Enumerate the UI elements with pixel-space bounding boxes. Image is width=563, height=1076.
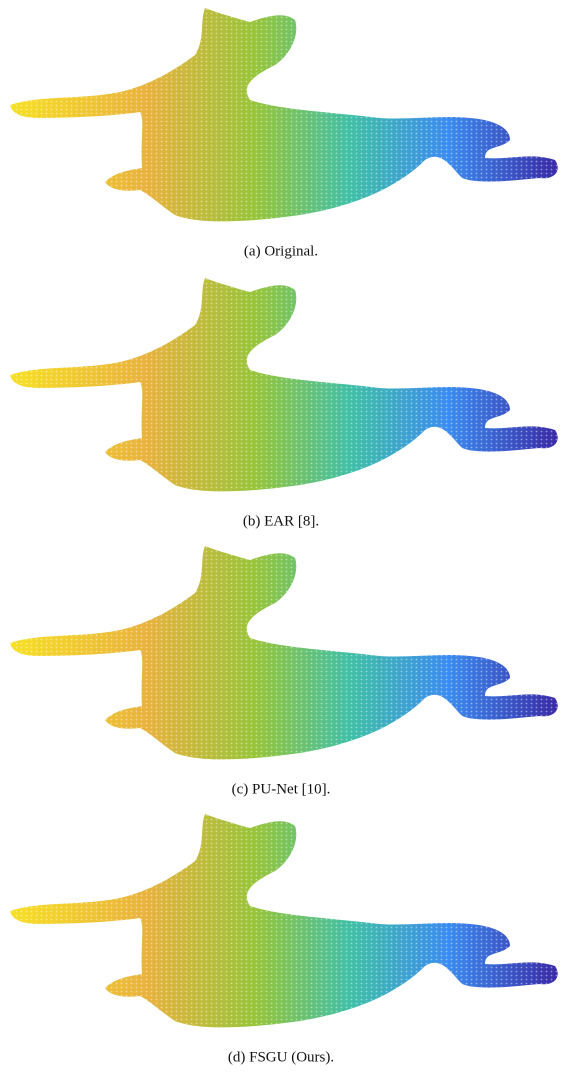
caption: (b) EAR [8]. (243, 513, 319, 529)
caption: (d) FSGU (Ours). (228, 1049, 334, 1065)
subfigure: (c) PU-Net [10]. (10, 546, 558, 797)
figure: (a) Original. (b) EAR [8]. (c) PU-Net [10]… (0, 0, 563, 1076)
point-texture (10, 546, 558, 759)
caption: (a) Original. (244, 243, 318, 259)
subfigure: (b) EAR [8]. (10, 278, 558, 529)
caption: (c) PU-Net [10]. (232, 781, 331, 797)
subfigure: (d) FSGU (Ours). (10, 814, 558, 1065)
page: {"figure": {"subfigures": [ {"caption": … (0, 0, 563, 1076)
point-texture (10, 8, 558, 221)
subfigure: (a) Original. (10, 8, 558, 259)
point-texture (10, 814, 558, 1027)
point-texture (10, 278, 558, 491)
